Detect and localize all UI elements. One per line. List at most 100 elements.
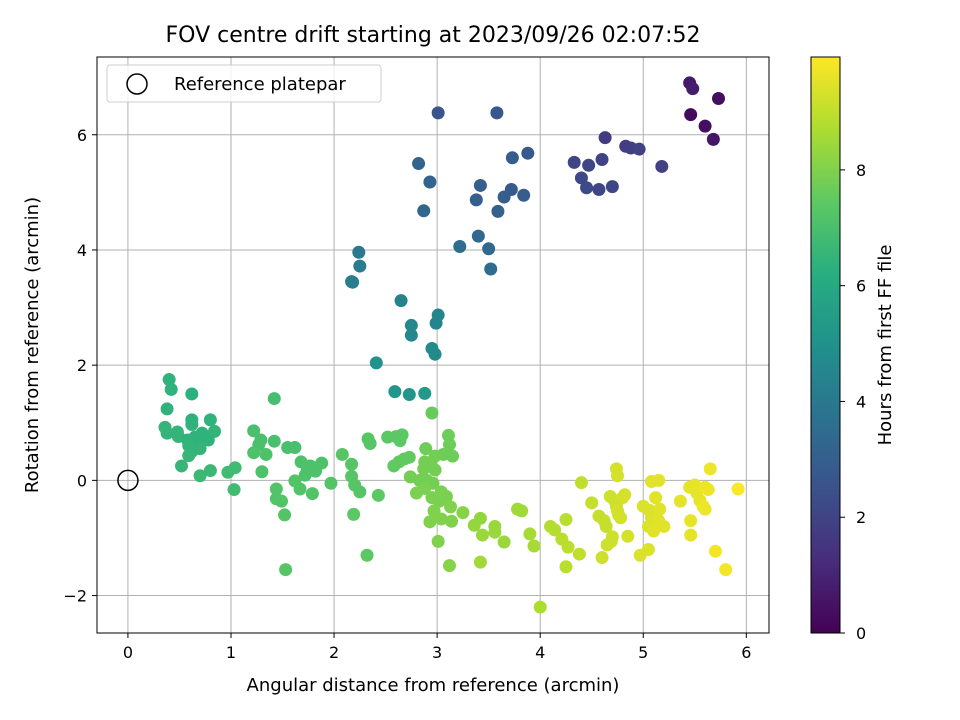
data-point	[363, 436, 377, 450]
data-point	[160, 402, 174, 416]
reference-platepar-marker	[117, 469, 139, 492]
data-point	[279, 563, 293, 577]
x-tick-label: 6	[741, 643, 751, 662]
y-tick-label: −2	[63, 587, 87, 606]
x-tick-label: 5	[638, 643, 648, 662]
data-point	[652, 473, 666, 487]
data-point	[278, 508, 292, 522]
data-point	[585, 496, 599, 510]
data-point	[647, 524, 661, 538]
data-point	[533, 600, 547, 614]
y-axis-label: Rotation from reference (arcmin)	[22, 197, 43, 493]
y-tick-label: 2	[77, 356, 87, 375]
data-point	[305, 487, 319, 501]
colorbar-tick-label: 2	[856, 508, 866, 527]
data-point	[706, 132, 720, 146]
data-point	[247, 446, 261, 460]
data-point	[684, 108, 698, 122]
data-point	[324, 476, 338, 490]
data-point	[473, 178, 487, 192]
data-point	[490, 106, 504, 120]
data-point	[255, 465, 269, 479]
data-point	[548, 523, 562, 537]
data-point	[402, 388, 416, 402]
data-point	[641, 542, 655, 556]
legend-box	[106, 64, 382, 103]
data-point	[497, 535, 511, 549]
chart-title: FOV centre drift starting at 2023/09/26 …	[166, 23, 701, 48]
data-point	[517, 188, 531, 202]
data-point	[432, 494, 446, 508]
data-point	[684, 514, 698, 528]
data-point	[227, 483, 241, 497]
data-point	[352, 245, 366, 259]
data-point	[649, 491, 663, 505]
data-point	[182, 449, 196, 463]
colorbar-label: Hours from first FF file	[875, 245, 896, 446]
data-point	[711, 91, 725, 105]
x-tick-label: 0	[123, 643, 133, 662]
data-point	[428, 463, 442, 477]
data-point	[621, 529, 635, 543]
data-point	[423, 175, 437, 189]
data-point	[701, 483, 715, 497]
data-point	[598, 131, 612, 145]
data-point	[482, 242, 496, 256]
data-point	[404, 328, 418, 342]
data-point	[269, 482, 283, 496]
x-tick-label: 4	[535, 643, 545, 662]
data-point	[392, 455, 406, 469]
data-point	[456, 506, 470, 520]
data-point	[267, 434, 281, 448]
data-point	[731, 482, 745, 496]
x-tick-label: 2	[329, 643, 339, 662]
data-point	[353, 485, 367, 499]
data-point	[353, 259, 367, 273]
x-tick-label: 3	[432, 643, 442, 662]
data-point	[632, 142, 646, 156]
data-point	[434, 512, 448, 526]
data-point	[203, 413, 217, 427]
data-point	[582, 158, 596, 172]
data-point	[473, 555, 487, 569]
y-tick-label: 0	[77, 471, 87, 490]
data-point	[445, 514, 459, 528]
data-point	[559, 560, 573, 574]
data-point	[719, 563, 733, 577]
data-point	[698, 502, 712, 516]
data-point	[491, 204, 505, 218]
data-point	[164, 382, 178, 396]
data-point	[567, 155, 581, 169]
data-point	[371, 488, 385, 502]
data-point	[175, 459, 189, 473]
data-point	[345, 457, 359, 471]
data-point	[684, 528, 698, 542]
data-point	[471, 229, 485, 243]
data-point	[431, 534, 445, 548]
data-point	[574, 476, 588, 490]
colorbar-tick-label: 6	[856, 277, 866, 296]
data-point	[527, 539, 541, 553]
data-point	[595, 551, 609, 565]
data-point	[431, 106, 445, 120]
data-point	[267, 392, 281, 406]
data-point	[488, 525, 502, 539]
data-point	[469, 193, 483, 207]
data-point	[418, 386, 432, 400]
data-point	[388, 385, 402, 399]
data-point	[561, 540, 575, 554]
data-point	[288, 441, 302, 455]
data-point	[614, 511, 628, 525]
data-point	[298, 468, 312, 482]
data-point	[228, 461, 242, 475]
data-point	[394, 294, 408, 308]
legend: Reference platepar	[106, 64, 382, 103]
data-point	[428, 449, 442, 463]
data-point	[610, 469, 624, 483]
data-point	[515, 504, 529, 518]
data-point	[393, 434, 407, 448]
data-point	[655, 159, 669, 173]
data-point	[347, 507, 361, 521]
x-axis-ticks: 0 1 2 3 4 5 6	[123, 633, 751, 662]
